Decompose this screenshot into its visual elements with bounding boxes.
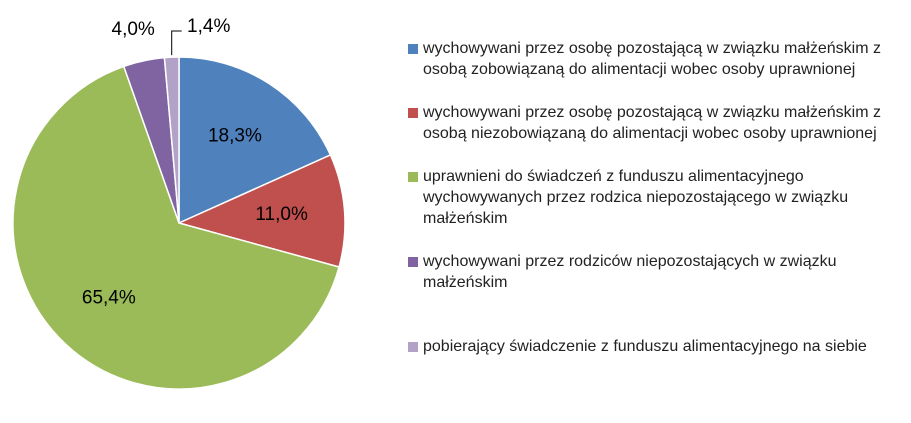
legend-item: wychowywani przez rodziców niepozostając… [408, 251, 903, 293]
legend-swatch [408, 172, 418, 182]
pie-slice [12, 65, 340, 390]
pie-chart: 18,3% 11,0% 65,4% 4,0% 1,4% [12, 16, 346, 390]
legend-label: wychowywani przez rodziców niepozostając… [423, 253, 837, 291]
legend-item: uprawnieni do świadczeń z funduszu alime… [408, 166, 903, 229]
pie-slice [163, 56, 180, 224]
legend: wychowywani przez osobę pozostającą w zw… [408, 38, 903, 379]
legend-swatch [408, 108, 418, 118]
legend-label: pobierający świadczenie z funduszu alime… [423, 338, 867, 355]
data-label: 18,3% [208, 126, 262, 147]
legend-item: wychowywani przez osobę pozostającą w zw… [408, 38, 903, 80]
legend-swatch [408, 342, 418, 352]
legend-label: wychowywani przez osobę pozostającą w zw… [423, 104, 881, 142]
data-label: 11,0% [255, 204, 308, 225]
legend-label: uprawnieni do świadczeń z funduszu alime… [423, 168, 849, 227]
data-label: 1,4% [187, 16, 230, 37]
legend-swatch [408, 257, 418, 267]
pie-slice [176, 153, 346, 268]
legend-item: pobierający świadczenie z funduszu alime… [408, 336, 903, 357]
pie-slice [178, 56, 332, 225]
legend-item: wychowywani przez osobę pozostającą w zw… [408, 102, 903, 144]
legend-swatch [408, 44, 418, 54]
legend-label: wychowywani przez osobę pozostającą w zw… [423, 40, 881, 78]
leader-line [171, 30, 182, 56]
data-label: 65,4% [82, 287, 136, 308]
data-label: 4,0% [112, 19, 155, 40]
